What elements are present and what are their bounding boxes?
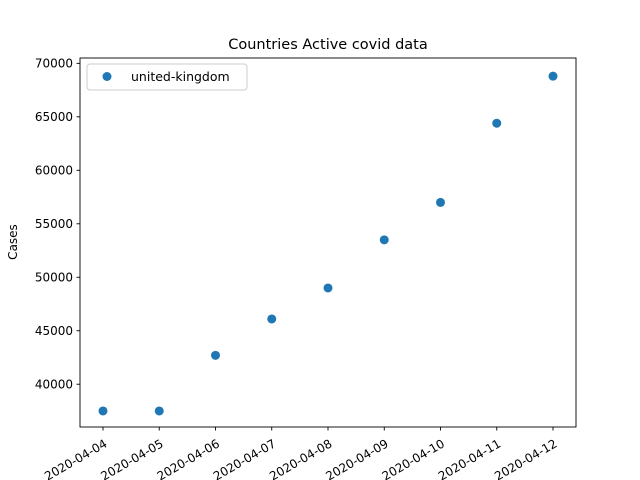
- data-point: [211, 350, 220, 360]
- y-tick-label: 60000: [35, 164, 73, 178]
- y-tick-label: 40000: [35, 378, 73, 392]
- x-axis-ticks: 2020-04-042020-04-052020-04-062020-04-07…: [42, 427, 560, 480]
- plot-frame: [79, 57, 577, 428]
- legend-marker: [102, 72, 112, 81]
- y-axis-ticks: 40000 45000 50000 55000 60000 65000 70000: [35, 57, 80, 392]
- plot-area: [80, 58, 576, 427]
- data-point: [98, 406, 108, 416]
- data-point: [492, 118, 502, 128]
- data-point: [548, 71, 558, 81]
- legend-label: united-kingdom: [131, 69, 230, 84]
- data-point: [323, 283, 333, 293]
- x-tick-label: 2020-04-12: [492, 436, 559, 480]
- y-tick-label: 65000: [35, 110, 73, 124]
- y-tick-label: 45000: [35, 324, 73, 338]
- data-point: [154, 406, 164, 416]
- data-point: [267, 314, 277, 324]
- y-tick-label: 50000: [35, 271, 73, 285]
- chart-title: Countries Active covid data: [228, 37, 428, 53]
- y-axis-label: Cases: [6, 224, 20, 260]
- data-point: [436, 197, 445, 207]
- y-tick-label: 55000: [35, 217, 73, 231]
- data-points: [98, 71, 558, 416]
- y-tick-label: 70000: [35, 57, 73, 71]
- data-point: [379, 235, 389, 245]
- legend-box: [86, 63, 248, 91]
- legend: united-kingdom: [86, 63, 248, 91]
